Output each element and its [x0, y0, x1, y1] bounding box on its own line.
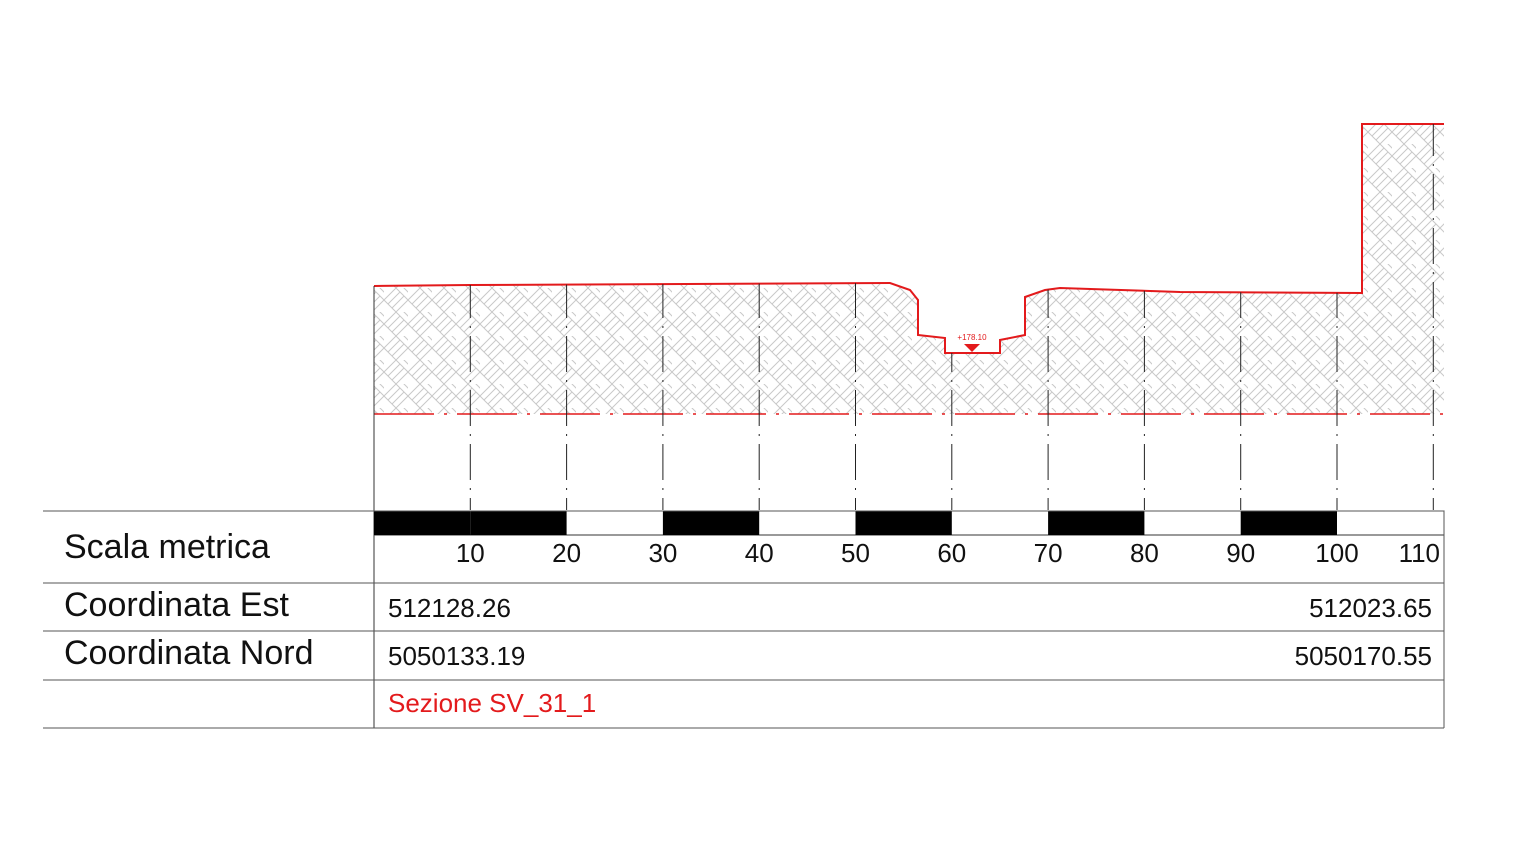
scale-tick-label: 50	[841, 538, 870, 568]
scale-block	[1048, 511, 1145, 535]
scale-block	[374, 511, 471, 535]
elevation-marker	[964, 344, 980, 352]
row-label: Coordinata Est	[64, 586, 289, 624]
scale-bar	[374, 511, 1337, 535]
scale-tick-label: 80	[1130, 538, 1159, 568]
scale-block	[855, 511, 952, 535]
scale-tick-label: 70	[1034, 538, 1063, 568]
scale-tick-label: 20	[552, 538, 581, 568]
table-lines	[43, 510, 1445, 729]
scale-block	[1240, 511, 1337, 535]
elevation-label: +178.10	[957, 333, 987, 342]
scale-tick-label: 90	[1226, 538, 1255, 568]
coord-end: 5050170.55	[1295, 641, 1432, 671]
coord-start: 512128.26	[388, 593, 511, 623]
section-name: Sezione SV_31_1	[388, 688, 596, 718]
coord-end: 512023.65	[1309, 593, 1432, 623]
scale-tick-label: 10	[456, 538, 485, 568]
scale-block	[470, 511, 567, 535]
scale-tick-label: 100	[1315, 538, 1358, 568]
scale-tick-label: 110	[1399, 538, 1440, 568]
scale-tick-label: 40	[745, 538, 774, 568]
coord-start: 5050133.19	[388, 641, 525, 671]
scale-tick-label: 60	[937, 538, 966, 568]
row-label: Scala metrica	[64, 528, 270, 566]
row-label: Coordinata Nord	[64, 634, 313, 672]
terrain-profile	[373, 123, 1444, 354]
terrain-fill	[374, 124, 1444, 414]
scale-tick-label: 30	[648, 538, 677, 568]
scale-block	[662, 511, 760, 535]
